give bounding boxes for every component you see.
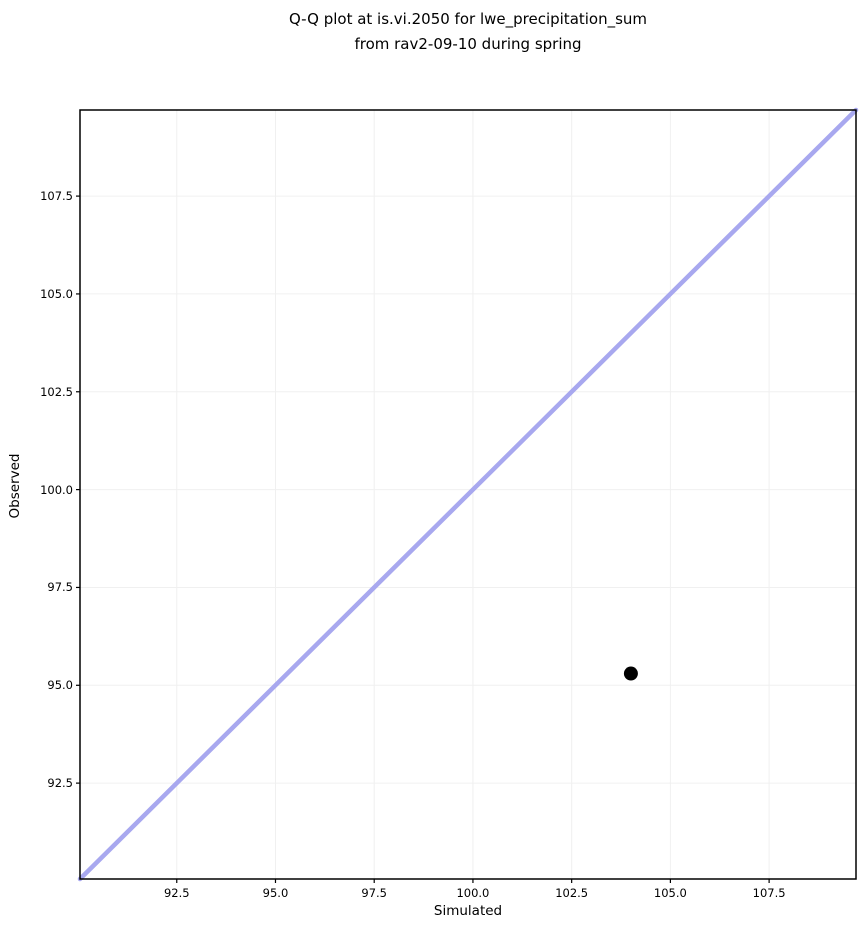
x-tick-label: 105.0 [653, 886, 687, 900]
chart-title: Q-Q plot at is.vi.2050 for lwe_precipita… [80, 7, 856, 57]
x-tick-label: 102.5 [555, 886, 589, 900]
y-tick-label: 107.5 [40, 189, 73, 204]
identity-line [77, 107, 859, 882]
data-point [623, 666, 638, 681]
x-tick-label: 95.0 [262, 886, 289, 900]
plot-canvas [76, 107, 859, 883]
x-tick-label: 107.5 [752, 886, 786, 900]
x-axis-label: Simulated [433, 903, 503, 919]
x-tick-label: 92.5 [163, 886, 190, 900]
chart-title-line-2: from rav2-09-10 during spring [354, 35, 582, 53]
plot-frame [79, 109, 857, 880]
x-tick-label: 100.0 [456, 886, 490, 900]
y-tick-label: 105.0 [40, 286, 73, 301]
chart-title-line-1: Q-Q plot at is.vi.2050 for lwe_precipita… [288, 10, 648, 28]
y-tick-label: 92.5 [47, 776, 73, 791]
y-tick-label: 97.5 [47, 580, 73, 595]
y-tick-label: 95.0 [47, 678, 73, 693]
x-tick-label: 97.5 [361, 886, 388, 900]
y-tick-label: 102.5 [40, 384, 73, 399]
y-tick-label: 100.0 [40, 482, 73, 497]
plot-area [76, 107, 859, 883]
